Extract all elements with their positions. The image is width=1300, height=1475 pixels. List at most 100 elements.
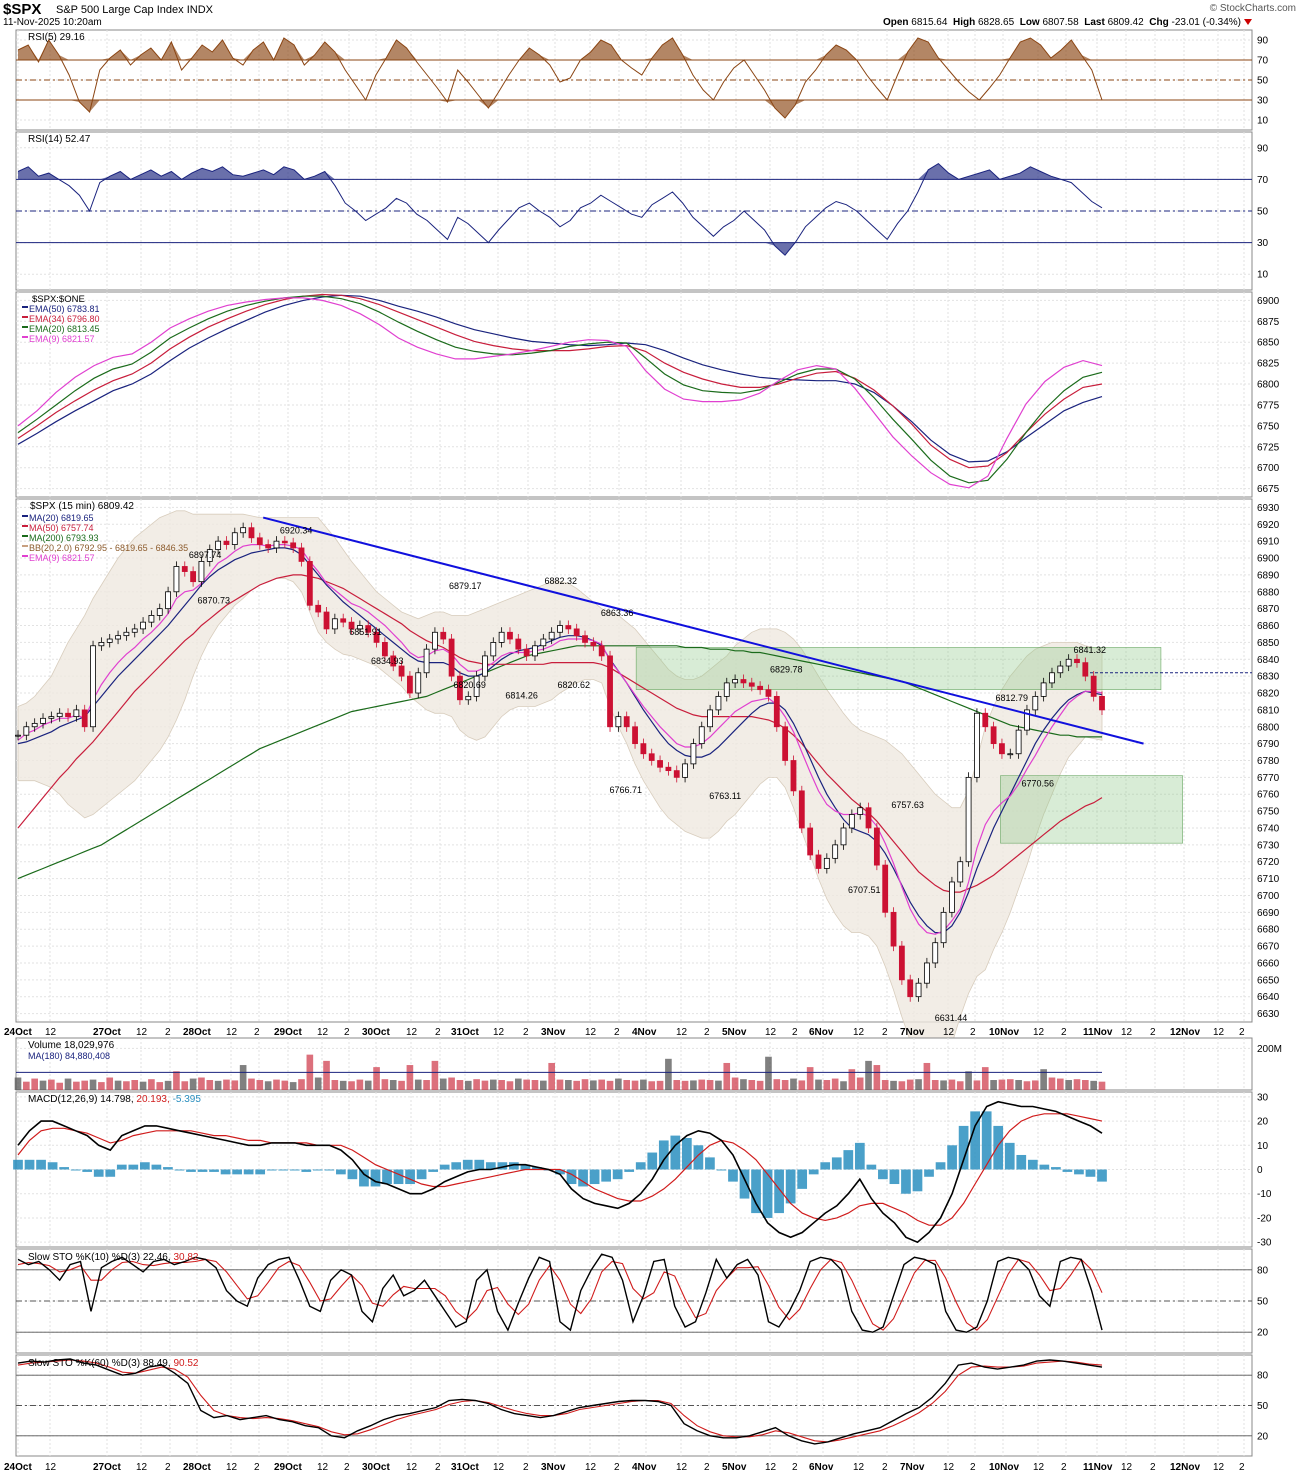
price-annotation: 6829.78: [770, 665, 803, 675]
candle-body: [990, 726, 997, 745]
time-tick-label: 4Nov: [632, 1462, 657, 1473]
price-annotation: 6851.91: [349, 627, 382, 637]
price-annotation: 6763.11: [709, 791, 741, 801]
macd-histogram-bar: [785, 1169, 796, 1204]
candle-body: [123, 631, 130, 637]
macd-histogram-bar: [393, 1169, 404, 1185]
candle-body: [165, 591, 171, 610]
candle-body: [198, 561, 205, 583]
candle-body: [457, 675, 463, 701]
symbol: $SPX: [3, 1, 42, 18]
volume-label: Volume 18,029,976: [28, 1040, 115, 1051]
candle-body: [15, 734, 21, 737]
volume-bar: [164, 1080, 172, 1090]
time-tick-label: 2: [882, 1027, 888, 1038]
volume-bar: [790, 1078, 797, 1090]
price-annotation: 6766.71: [609, 785, 642, 795]
macd-histogram-bar: [912, 1169, 923, 1192]
time-tick-label: 12: [45, 1462, 57, 1473]
y-tick-label: 6930: [1257, 503, 1280, 514]
volume-bar: [23, 1081, 30, 1090]
candle-body: [407, 675, 413, 694]
volume-bar: [990, 1080, 997, 1090]
volume-bar: [381, 1079, 389, 1090]
volume-bar: [456, 1080, 464, 1090]
candle-body: [865, 807, 872, 829]
legend-entry: BB(20,2.0) 6792.95 - 6819.65 - 6846.35: [29, 543, 188, 553]
y-tick-label: 70: [1257, 175, 1269, 186]
volume-bar: [1065, 1080, 1072, 1090]
chart-header: $SPX S&P 500 Large Cap Index INDX 11-Nov…: [0, 0, 1300, 30]
time-tick-label: 2: [970, 1027, 976, 1038]
quote-summary: Open 6815.64 High 6828.65 Low 6807.58 La…: [883, 17, 1252, 28]
volume-bar: [323, 1060, 330, 1090]
volume-bar: [731, 1077, 739, 1090]
candle-body: [1049, 672, 1055, 684]
volume-bar: [581, 1079, 589, 1090]
volume-bar: [448, 1077, 455, 1090]
candle-body: [1040, 682, 1047, 697]
macd-histogram-bar: [1051, 1167, 1061, 1170]
volume-bar: [556, 1079, 564, 1090]
time-tick-label: 5Nov: [722, 1027, 747, 1038]
macd-histogram-bar: [485, 1162, 496, 1170]
time-tick-label: 31Oct: [451, 1027, 479, 1038]
candle-body: [423, 648, 430, 674]
volume-bar: [206, 1080, 214, 1090]
rsi-line: [17, 37, 1103, 119]
time-tick-label: 12: [493, 1462, 505, 1473]
macd-histogram-bar: [359, 1169, 369, 1187]
time-tick-label: 2: [1061, 1462, 1067, 1473]
time-axis: 24Oct 12 27Oct 12 2 28Oct 12 2 29Oct 12 2 30Oct 12 2 3…: [4, 1462, 1245, 1473]
time-tick-label: 2: [523, 1462, 529, 1473]
candle-body: [757, 685, 764, 691]
volume-bar: [39, 1080, 47, 1090]
macd-histogram-bar: [739, 1169, 750, 1199]
macd-histogram-bar: [70, 1169, 81, 1171]
panel-sto10: 20 50 80 Slow STO %K(10) %D(3) 22.46, 30.82: [15, 1248, 1269, 1354]
time-tick-label: 12: [853, 1462, 865, 1473]
volume-bar: [748, 1080, 756, 1090]
volume-bar: [781, 1080, 789, 1090]
legend-swatch: [22, 515, 28, 517]
candle-body: [140, 621, 146, 630]
macd-histogram-bar: [209, 1169, 219, 1172]
time-tick-label: 2: [254, 1462, 260, 1473]
macd-histogram-bar: [312, 1169, 323, 1171]
macd-histogram-bar: [232, 1169, 242, 1175]
volume-bar: [606, 1080, 614, 1090]
watermark: © StockCharts.com: [1209, 3, 1296, 14]
volume-bar: [431, 1060, 439, 1090]
ema-line-EMA(9): [17, 297, 1103, 489]
candle-body: [832, 844, 839, 859]
y-tick-label: 10: [1257, 270, 1269, 281]
volume-bar: [673, 1080, 681, 1090]
macd-histogram-bar: [705, 1157, 715, 1170]
volume-bar: [648, 1081, 656, 1090]
candle-body: [848, 814, 855, 829]
candle-body: [323, 611, 330, 630]
candle-body: [56, 712, 63, 718]
candle-body: [507, 631, 513, 640]
panel-rsi14: 10 30 50 70 90 RSI(14) 52.47: [15, 131, 1269, 291]
down-arrow-icon: [1244, 19, 1252, 26]
time-tick-label: 2: [165, 1462, 171, 1473]
volume-bar: [423, 1080, 430, 1090]
time-tick-label: 2: [435, 1027, 441, 1038]
support-zone: [1000, 775, 1183, 844]
time-tick-label: 2: [344, 1027, 350, 1038]
candle-body: [640, 743, 647, 755]
candle-body: [673, 770, 680, 778]
candle-body: [932, 942, 939, 964]
y-tick-label: 6790: [1257, 739, 1280, 750]
y-tick-label: 6775: [1257, 400, 1280, 411]
macd-histogram-bar: [958, 1125, 969, 1170]
macd-histogram-bar: [566, 1169, 577, 1185]
candle-body: [965, 776, 972, 863]
macd-histogram-bar: [947, 1145, 957, 1170]
volume-bar: [181, 1081, 189, 1090]
rsi-label: RSI(5) 29.16: [28, 32, 85, 43]
candle-body: [857, 807, 864, 815]
macd-histogram-bar: [1039, 1164, 1050, 1170]
